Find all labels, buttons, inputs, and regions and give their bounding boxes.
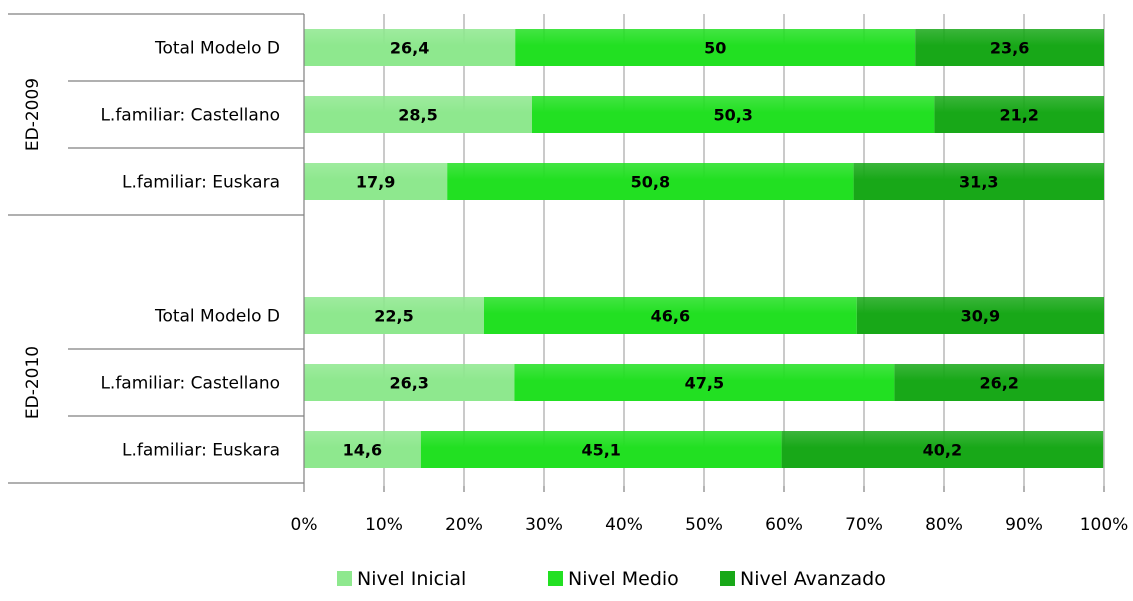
data-label-nivel-medio: 47,5 [685,374,724,393]
bar-ed-2009-total-modelo-d-nivel-inicial [304,29,516,66]
x-tick-label: 60% [765,515,803,535]
x-tick-label: 10% [365,515,403,535]
data-label-nivel-inicial: 26,3 [389,374,428,393]
category-label: Total Modelo D [154,39,280,59]
data-label-nivel-inicial: 28,5 [398,106,437,125]
data-label-nivel-avanzado: 40,2 [923,441,962,460]
data-label-nivel-medio: 50,8 [631,173,670,192]
legend: Nivel Inicial Nivel Medio Nivel Avanzado [337,568,886,590]
category-label: L.familiar: Castellano [100,106,280,126]
category-label: L.familiar: Euskara [122,441,280,461]
bar-ed-2009-l-familiar-euskara-nivel-medio [447,163,854,200]
data-label-nivel-medio: 50 [704,39,726,58]
bar-ed-2010-l-familiar-euskara-nivel-avanzado [781,431,1104,468]
data-label-nivel-avanzado: 21,2 [999,106,1038,125]
category-label: L.familiar: Castellano [100,374,280,394]
data-label-nivel-medio: 45,1 [581,441,620,460]
bar-ed-2009-l-familiar-euskara-nivel-avanzado [853,163,1104,200]
legend-swatch-nivel-medio [548,571,563,586]
bar-ed-2010-l-familiar-castellano-nivel-avanzado [894,364,1104,401]
x-tick-label: 50% [685,515,723,535]
bar-ed-2010-total-modelo-d-nivel-avanzado [856,297,1104,334]
legend-label-nivel-avanzado: Nivel Avanzado [740,568,886,590]
data-label-nivel-medio: 46,6 [651,307,690,326]
category-label: Total Modelo D [154,307,280,327]
data-label-nivel-inicial: 26,4 [390,39,429,58]
bars [304,29,1104,468]
x-tick-label: 40% [605,515,643,535]
category-label: L.familiar: Euskara [122,173,280,193]
x-tick-label: 90% [1005,515,1043,535]
x-tick-label: 0% [291,515,318,535]
x-tick-label: 80% [925,515,963,535]
data-label-nivel-avanzado: 30,9 [961,307,1000,326]
bar-ed-2009-total-modelo-d-nivel-avanzado [915,29,1104,66]
data-label-nivel-inicial: 14,6 [343,441,382,460]
x-tick-label: 30% [525,515,563,535]
data-label-nivel-inicial: 17,9 [356,173,395,192]
gridlines [383,14,1105,486]
legend-label-nivel-medio: Nivel Medio [568,568,679,590]
bar-ed-2009-total-modelo-d-nivel-medio [515,29,916,66]
legend-label-nivel-inicial: Nivel Inicial [357,568,466,590]
bar-ed-2009-l-familiar-castellano-nivel-medio [532,96,935,133]
bar-ed-2009-l-familiar-castellano-nivel-inicial [304,96,532,133]
bar-ed-2009-l-familiar-euskara-nivel-inicial [304,163,448,200]
data-label-nivel-avanzado: 31,3 [959,173,998,192]
data-label-nivel-medio: 50,3 [713,106,752,125]
bar-ed-2010-l-familiar-euskara-nivel-inicial [304,431,421,468]
bar-ed-2009-l-familiar-castellano-nivel-avanzado [934,96,1104,133]
x-tick-label: 100% [1080,515,1129,535]
group-label-ed-2010: ED-2010 [23,346,43,419]
group-label-ed-2009: ED-2009 [23,78,43,151]
data-label-nivel-avanzado: 26,2 [979,374,1018,393]
bar-ed-2010-l-familiar-castellano-nivel-inicial [304,364,515,401]
legend-swatch-nivel-inicial [337,571,352,586]
bar-ed-2010-total-modelo-d-nivel-medio [484,297,857,334]
x-tick-label: 70% [845,515,883,535]
axes [8,13,1105,492]
x-tick-label: 20% [445,515,483,535]
bar-ed-2010-total-modelo-d-nivel-inicial [304,297,484,334]
bar-ed-2010-l-familiar-castellano-nivel-medio [514,364,895,401]
legend-swatch-nivel-avanzado [720,571,735,586]
data-label-nivel-avanzado: 23,6 [990,39,1029,58]
labels: 0% 10% 20% 30% 40% 50% 60% 70% 80% 90% 100% 26,4 50 2… [23,39,1128,536]
data-label-nivel-inicial: 22,5 [374,307,413,326]
bar-ed-2010-l-familiar-euskara-nivel-medio [420,431,782,468]
